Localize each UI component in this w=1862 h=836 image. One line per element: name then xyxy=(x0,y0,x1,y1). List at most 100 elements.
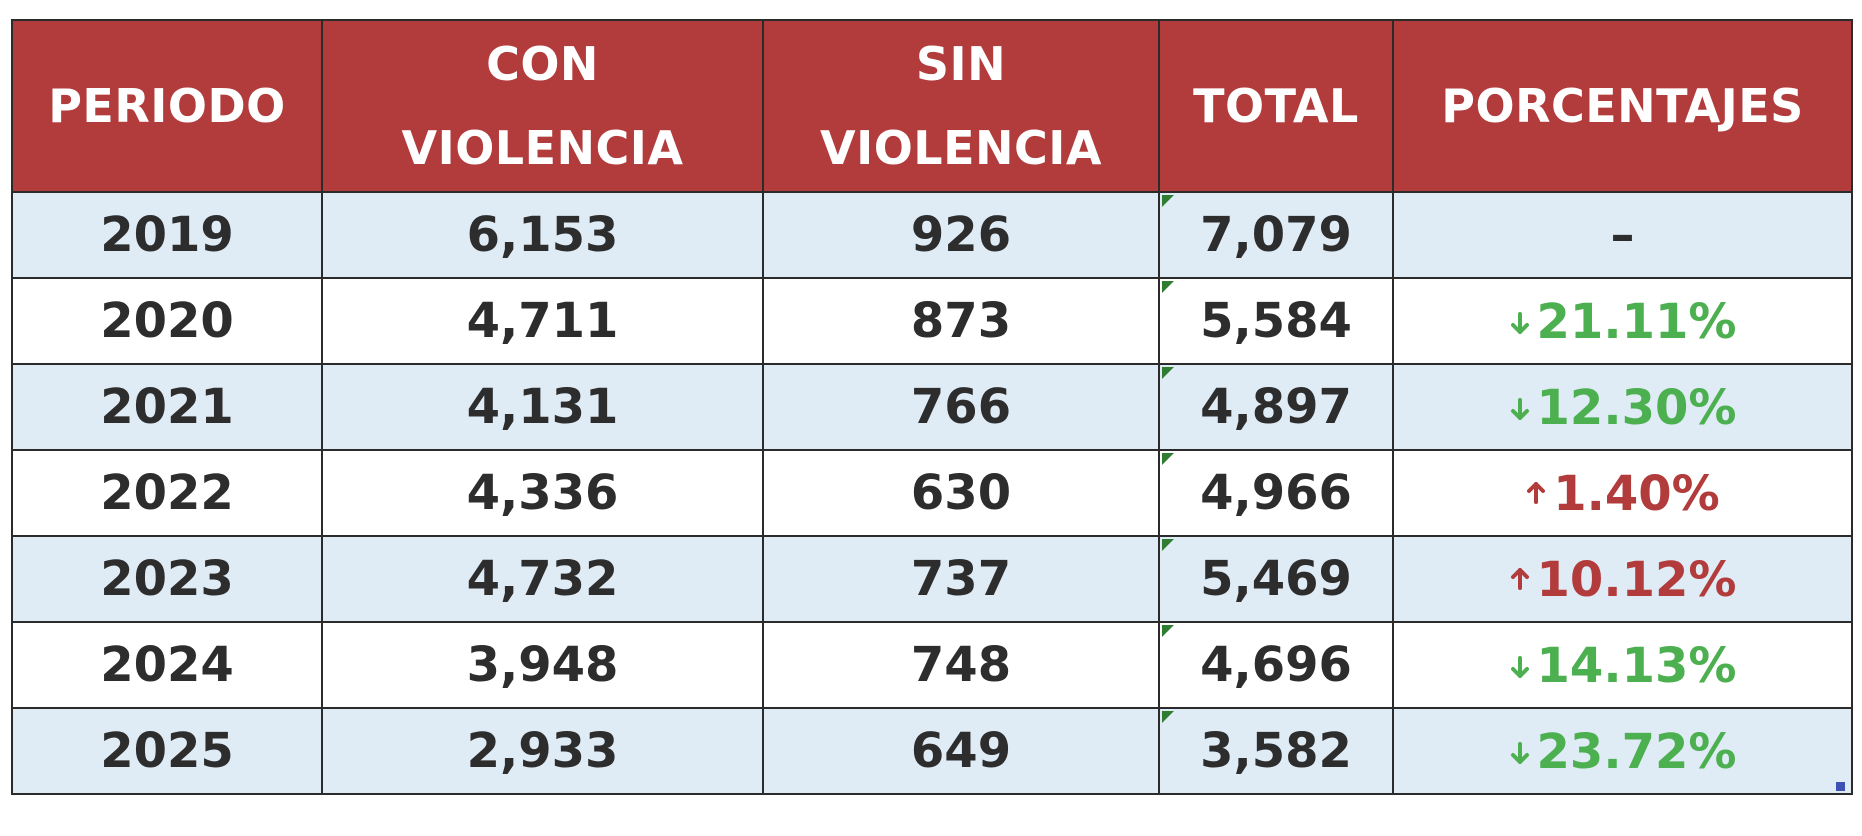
percentage-value: 1.40% xyxy=(1553,466,1720,522)
percentage-value: 23.72% xyxy=(1536,724,1737,780)
arrow-down-icon xyxy=(1510,656,1529,678)
cell-porcentaje[interactable]: 1.40% xyxy=(1392,449,1853,537)
cell-sin-violencia[interactable]: 926 xyxy=(762,191,1160,279)
formula-indicator-icon xyxy=(1162,195,1174,207)
cell-periodo-value: 2019 xyxy=(100,207,234,263)
cell-porcentaje[interactable]: 23.72% xyxy=(1392,707,1853,795)
formula-indicator-icon xyxy=(1162,367,1174,379)
percentage-change: 21.11% xyxy=(1509,294,1737,350)
cell-sin-violencia-value: 766 xyxy=(910,379,1012,435)
cell-sin-violencia-value: 926 xyxy=(910,207,1012,263)
cell-sin-violencia[interactable]: 649 xyxy=(762,707,1160,795)
cell-con-violencia-value: 4,131 xyxy=(466,379,619,435)
cell-sin-violencia[interactable]: 737 xyxy=(762,535,1160,623)
cell-total[interactable]: 7,079 xyxy=(1158,191,1394,279)
cell-total-value: 5,469 xyxy=(1200,551,1352,607)
formula-indicator-icon xyxy=(1162,625,1174,637)
percentage-value: 14.13% xyxy=(1536,638,1737,694)
table-body: 2019 6,153 926 7,079 – 2020 4,711 873 5,584 21.11… xyxy=(11,191,1853,795)
cell-periodo[interactable]: 2025 xyxy=(11,707,323,795)
cell-sin-violencia-value: 630 xyxy=(910,465,1012,521)
formula-indicator-icon xyxy=(1162,711,1174,723)
formula-indicator-icon xyxy=(1162,281,1174,293)
cell-porcentaje[interactable]: 10.12% xyxy=(1392,535,1853,623)
arrow-up-icon xyxy=(1510,568,1529,590)
table-row: 2023 4,732 737 5,469 10.12% xyxy=(11,535,1853,623)
cell-con-violencia[interactable]: 3,948 xyxy=(321,621,764,709)
arrow-down-icon xyxy=(1510,312,1529,334)
percentage-change: 14.13% xyxy=(1509,638,1737,694)
cell-periodo[interactable]: 2023 xyxy=(11,535,323,623)
cell-con-violencia-value: 6,153 xyxy=(466,207,619,263)
cell-con-violencia[interactable]: 4,711 xyxy=(321,277,764,365)
cell-con-violencia[interactable]: 4,732 xyxy=(321,535,764,623)
arrow-down-icon xyxy=(1510,398,1529,420)
cell-total[interactable]: 4,966 xyxy=(1158,449,1394,537)
arrow-up-icon xyxy=(1527,482,1546,504)
cell-periodo[interactable]: 2021 xyxy=(11,363,323,451)
cell-periodo[interactable]: 2022 xyxy=(11,449,323,537)
cell-porcentaje[interactable]: – xyxy=(1392,191,1853,279)
cell-total[interactable]: 4,897 xyxy=(1158,363,1394,451)
table-row: 2021 4,131 766 4,897 12.30% xyxy=(11,363,1853,451)
percentage-value: 12.30% xyxy=(1536,380,1737,436)
percentage-value: 21.11% xyxy=(1536,294,1737,350)
percentage-value: 10.12% xyxy=(1536,552,1737,608)
header-sin-violencia: SIN VIOLENCIA xyxy=(762,19,1160,193)
cell-periodo[interactable]: 2019 xyxy=(11,191,323,279)
arrow-down-icon xyxy=(1510,742,1529,764)
cell-total[interactable]: 3,582 xyxy=(1158,707,1394,795)
cell-total[interactable]: 5,584 xyxy=(1158,277,1394,365)
cell-periodo-value: 2020 xyxy=(100,293,234,349)
table-row: 2025 2,933 649 3,582 23.72% xyxy=(11,707,1853,795)
cell-periodo[interactable]: 2020 xyxy=(11,277,323,365)
formula-indicator-icon xyxy=(1162,539,1174,551)
cell-sin-violencia[interactable]: 766 xyxy=(762,363,1160,451)
table-row: 2020 4,711 873 5,584 21.11% xyxy=(11,277,1853,365)
cell-total-value: 5,584 xyxy=(1200,293,1352,349)
cell-porcentaje[interactable]: 14.13% xyxy=(1392,621,1853,709)
cell-porcentaje[interactable]: 21.11% xyxy=(1392,277,1853,365)
cell-total-value: 7,079 xyxy=(1200,207,1352,263)
header-row: PERIODO CON VIOLENCIA SIN VIOLENCIA TOTAL … xyxy=(11,19,1853,193)
cell-sin-violencia[interactable]: 630 xyxy=(762,449,1160,537)
table-row: 2019 6,153 926 7,079 – xyxy=(11,191,1853,279)
percentage-change: 12.30% xyxy=(1509,380,1737,436)
cell-periodo-value: 2024 xyxy=(100,637,234,693)
cell-con-violencia-value: 4,711 xyxy=(466,293,619,349)
cell-porcentaje[interactable]: 12.30% xyxy=(1392,363,1853,451)
cell-con-violencia-value: 2,933 xyxy=(466,723,619,779)
percentage-change: 1.40% xyxy=(1525,466,1720,522)
cell-sin-violencia-value: 649 xyxy=(910,723,1012,779)
cell-total-value: 4,696 xyxy=(1200,637,1352,693)
cell-con-violencia-value: 4,336 xyxy=(466,465,619,521)
cell-total[interactable]: 5,469 xyxy=(1158,535,1394,623)
percentage-change: 10.12% xyxy=(1509,552,1737,608)
header-periodo: PERIODO xyxy=(11,19,323,193)
table-row: 2024 3,948 748 4,696 14.13% xyxy=(11,621,1853,709)
cell-sin-violencia[interactable]: 748 xyxy=(762,621,1160,709)
cell-con-violencia[interactable]: 4,131 xyxy=(321,363,764,451)
fill-handle[interactable] xyxy=(1836,782,1845,791)
formula-indicator-icon xyxy=(1162,453,1174,465)
cell-periodo[interactable]: 2024 xyxy=(11,621,323,709)
percentage-change: 23.72% xyxy=(1509,724,1737,780)
cell-total-value: 3,582 xyxy=(1200,723,1352,779)
header-porcentajes: PORCENTAJES xyxy=(1392,19,1853,193)
cell-con-violencia[interactable]: 2,933 xyxy=(321,707,764,795)
percentage-change: – xyxy=(1611,207,1635,263)
cell-con-violencia[interactable]: 6,153 xyxy=(321,191,764,279)
cell-periodo-value: 2021 xyxy=(100,379,234,435)
cell-total-value: 4,897 xyxy=(1200,379,1352,435)
cell-periodo-value: 2025 xyxy=(100,723,234,779)
cell-con-violencia-value: 4,732 xyxy=(466,551,619,607)
header-total: TOTAL xyxy=(1158,19,1394,193)
cell-total[interactable]: 4,696 xyxy=(1158,621,1394,709)
cell-sin-violencia-value: 737 xyxy=(910,551,1012,607)
cell-con-violencia[interactable]: 4,336 xyxy=(321,449,764,537)
cell-sin-violencia[interactable]: 873 xyxy=(762,277,1160,365)
cell-sin-violencia-value: 748 xyxy=(910,637,1012,693)
cell-total-value: 4,966 xyxy=(1200,465,1352,521)
cell-periodo-value: 2022 xyxy=(100,465,234,521)
